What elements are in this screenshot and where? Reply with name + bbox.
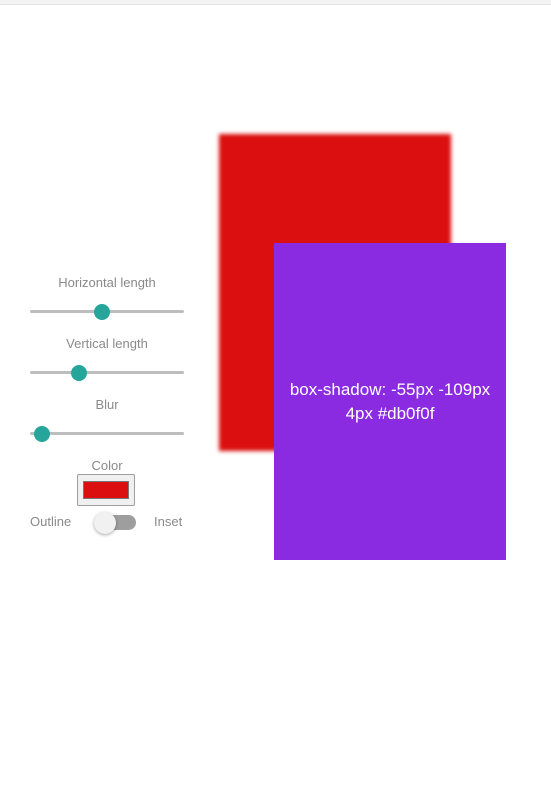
vertical-length-slider-track[interactable] (30, 371, 184, 374)
color-swatch[interactable] (83, 481, 129, 499)
outline-label: Outline (30, 514, 72, 529)
horizontal-length-slider[interactable] (30, 302, 184, 322)
inset-toggle-knob[interactable] (94, 512, 116, 534)
inset-label: Inset (154, 514, 183, 529)
shadow-preview-box: box-shadow: -55px -109px 4px #db0f0f (274, 243, 506, 560)
blur-slider[interactable] (30, 424, 184, 444)
horizontal-length-slider-thumb[interactable] (94, 304, 111, 320)
box-shadow-css-text: box-shadow: -55px -109px 4px #db0f0f (289, 379, 491, 423)
color-picker[interactable] (77, 474, 135, 506)
vertical-length-slider[interactable] (30, 363, 184, 383)
vertical-length-label: Vertical length (66, 336, 148, 351)
blur-slider-thumb[interactable] (34, 426, 51, 442)
horizontal-length-label: Horizontal length (58, 275, 156, 290)
blur-label: Blur (95, 397, 119, 412)
browser-top-edge (0, 0, 551, 5)
vertical-length-slider-thumb[interactable] (71, 365, 88, 381)
color-label: Color (91, 458, 123, 473)
blur-slider-track[interactable] (30, 432, 184, 435)
inset-toggle[interactable] (94, 512, 136, 534)
